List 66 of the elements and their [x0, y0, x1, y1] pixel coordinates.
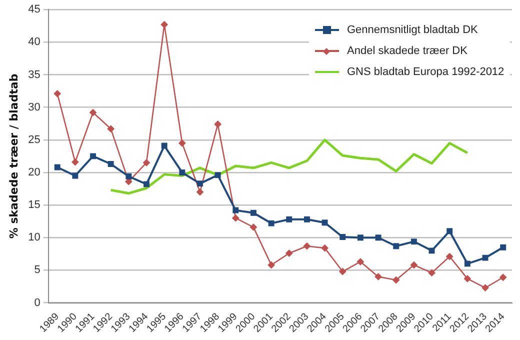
- point: [54, 164, 60, 170]
- point: [142, 159, 150, 166]
- point: [428, 248, 435, 254]
- point: [339, 268, 346, 276]
- point: [464, 275, 471, 282]
- point: [214, 120, 222, 128]
- point: [446, 253, 454, 260]
- point: [268, 220, 274, 226]
- point: [410, 261, 418, 268]
- point: [250, 224, 257, 231]
- y-tick-label: 0: [34, 296, 40, 309]
- y-tick-label: 40: [28, 36, 40, 48]
- point: [286, 250, 293, 257]
- point: [428, 269, 436, 276]
- point: [304, 216, 310, 222]
- point: [126, 173, 132, 180]
- point: [303, 242, 310, 250]
- point: [214, 172, 221, 178]
- legend-label: Andel skadede træer DK: [347, 45, 468, 58]
- y-axis-title: % skadede træer / bladtab: [7, 74, 20, 239]
- point: [232, 207, 239, 214]
- point: [500, 244, 506, 250]
- point: [160, 21, 168, 28]
- point: [107, 125, 114, 132]
- y-tick-label: 35: [28, 68, 40, 81]
- point: [482, 284, 489, 292]
- point: [178, 140, 186, 147]
- point: [410, 238, 417, 245]
- y-tick-label: 15: [28, 199, 40, 212]
- point: [108, 161, 114, 167]
- point: [72, 172, 78, 179]
- point: [446, 228, 453, 234]
- legend-label: Gennemsnitligt bladtab DK: [347, 24, 478, 36]
- point: [232, 214, 240, 222]
- point: [90, 153, 96, 160]
- point: [374, 273, 382, 280]
- y-tick-label: 25: [28, 134, 40, 146]
- y-tick-label: 5: [34, 264, 40, 276]
- point: [357, 234, 364, 241]
- point: [500, 274, 507, 281]
- point: [393, 243, 400, 250]
- point: [72, 158, 79, 166]
- point: [161, 142, 168, 149]
- point: [464, 260, 470, 267]
- point: [392, 276, 400, 284]
- y-tick-label: 45: [28, 4, 40, 16]
- point: [125, 178, 132, 186]
- point: [268, 261, 275, 268]
- point: [196, 188, 204, 196]
- point: [356, 258, 364, 266]
- point: [375, 234, 382, 241]
- point: [179, 170, 186, 176]
- point: [144, 181, 150, 188]
- point: [250, 210, 256, 216]
- point: [322, 220, 328, 226]
- point: [197, 180, 203, 187]
- point: [321, 244, 328, 252]
- point: [54, 90, 61, 98]
- point: [482, 254, 488, 261]
- point: [286, 216, 292, 222]
- legend-label: GNS bladtab Europa 1992-2012: [347, 66, 504, 78]
- y-tick-label: 30: [28, 101, 40, 114]
- point: [340, 234, 346, 240]
- y-tick-label: 20: [28, 166, 40, 179]
- y-tick-label: 10: [28, 232, 40, 244]
- point: [90, 109, 97, 116]
